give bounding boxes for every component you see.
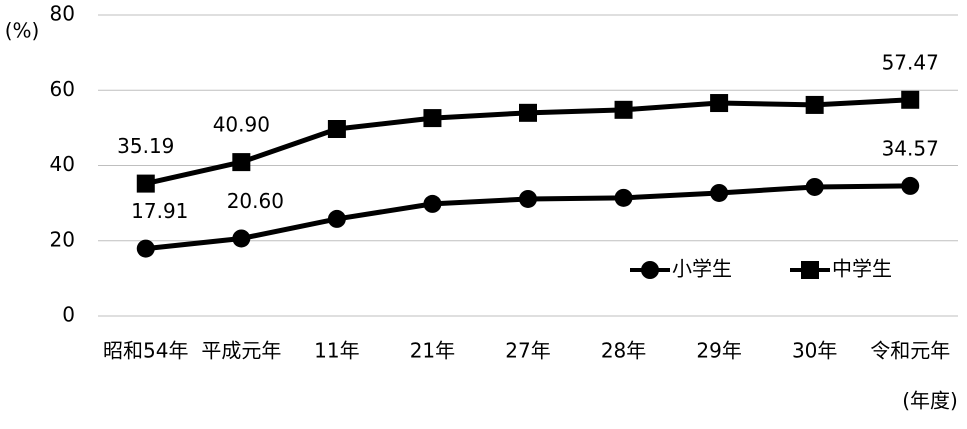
value-label: 20.60 [227,189,284,213]
data-point [327,209,346,228]
value-label: 17.91 [131,199,188,223]
data-point [327,120,346,139]
x-tick-label: 30年 [792,339,837,363]
x-axis-label: (年度) [902,389,958,413]
value-label: 57.47 [882,50,939,74]
data-point [136,239,155,258]
x-tick-label: 平成元年 [201,339,281,363]
data-point [710,94,729,113]
data-point [614,188,633,207]
data-point [805,95,824,114]
x-tick-label: 28年 [601,339,646,363]
data-point [710,183,729,202]
data-point [805,177,824,196]
data-point [232,153,251,172]
data-point [614,100,633,119]
data-point [519,189,537,208]
x-tick-label: 29年 [696,339,741,363]
data-point [136,174,155,193]
legend-label: 小学生 [672,257,732,281]
data-point [423,194,442,213]
y-axis-label: (%) [5,19,40,43]
data-point [519,103,537,122]
y-tick-label: 20 [50,227,75,251]
y-tick-label: 0 [62,303,75,327]
x-tick-label: 21年 [410,339,455,363]
value-label: 34.57 [882,136,939,160]
data-point [901,176,920,195]
y-tick-label: 60 [50,77,75,101]
y-tick-label: 40 [50,152,75,176]
data-point [901,90,920,109]
legend-label: 中学生 [832,257,892,281]
value-label: 40.90 [213,113,270,137]
value-label: 35.19 [117,134,174,158]
legend-marker [641,261,659,279]
legend-marker [801,261,819,279]
x-tick-label: 11年 [314,339,359,363]
x-tick-label: 昭和54年 [103,339,188,363]
data-point [423,109,442,128]
y-tick-label: 80 [50,2,75,26]
x-tick-label: 27年 [505,339,550,363]
x-tick-label: 令和元年 [870,339,950,363]
data-point [232,229,251,248]
